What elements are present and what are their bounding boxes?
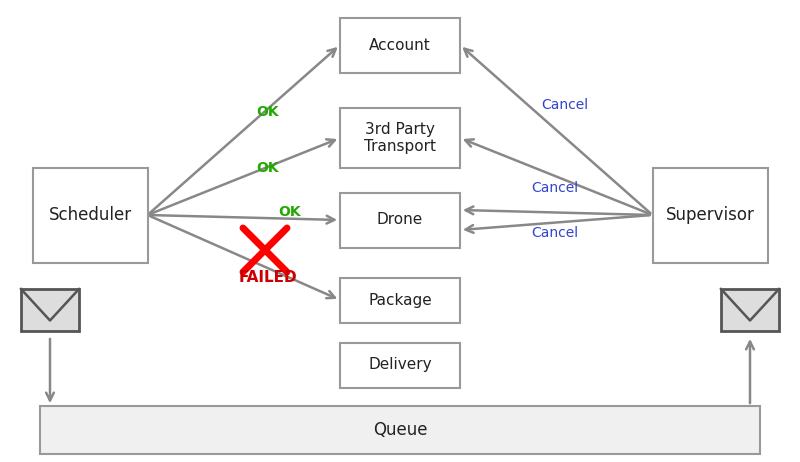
Bar [340,278,460,322]
Text: OK: OK [257,105,279,119]
Bar [653,168,767,262]
Text: OK: OK [257,161,279,175]
Bar [340,108,460,168]
Text: OK: OK [278,205,302,219]
Bar [21,289,79,331]
Text: Cancel: Cancel [531,181,578,195]
Text: Drone: Drone [377,213,423,227]
Text: Account: Account [369,37,431,53]
Text: Delivery: Delivery [368,358,432,372]
Text: Supervisor: Supervisor [666,206,754,224]
Text: FAILED: FAILED [238,270,298,286]
Text: 3rd Party
Transport: 3rd Party Transport [364,122,436,154]
Bar [33,168,147,262]
Bar [340,342,460,388]
Text: Queue: Queue [373,421,427,439]
Bar [340,193,460,248]
Bar [40,406,760,454]
Bar [340,18,460,73]
Bar [721,289,779,331]
Text: Scheduler: Scheduler [49,206,131,224]
Text: Cancel: Cancel [531,226,578,240]
Text: Cancel: Cancel [542,98,589,112]
Text: Package: Package [368,292,432,308]
